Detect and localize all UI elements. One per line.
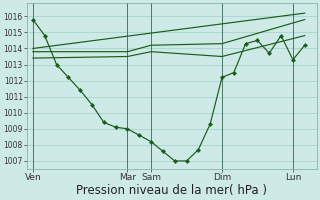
X-axis label: Pression niveau de la mer( hPa ): Pression niveau de la mer( hPa ): [76, 184, 267, 197]
